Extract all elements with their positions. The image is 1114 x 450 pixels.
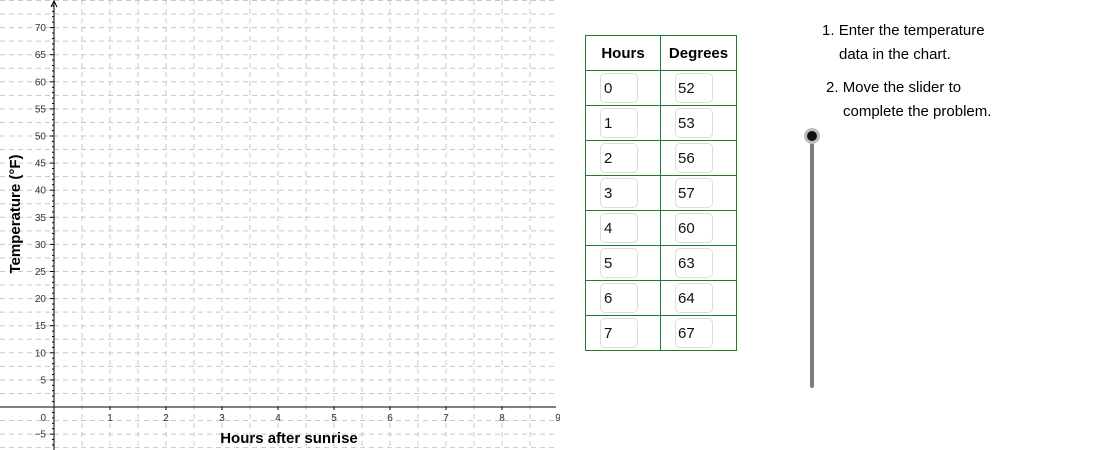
neg-y-tick-label: −5 [35, 430, 47, 441]
y-tick-label: 35 [35, 213, 47, 224]
y-tick-label: 60 [35, 77, 47, 88]
origin-label: 0 [40, 413, 46, 424]
y-tick-label: 55 [35, 104, 47, 115]
degrees-input-5[interactable] [675, 248, 713, 278]
x-tick-label: 5 [331, 413, 337, 424]
degrees-input-6[interactable] [675, 283, 713, 313]
y-tick-label: 5 [40, 375, 46, 386]
x-tick-label: 6 [387, 413, 393, 424]
degrees-input-3[interactable] [675, 178, 713, 208]
header-hours: Hours [585, 35, 661, 71]
coordinate-graph[interactable]: 1 2 3 4 5 6 7 8 97065605550454035302520151050−5 … [0, 0, 560, 450]
degrees-input-4[interactable] [675, 213, 713, 243]
y-tick-label: 10 [35, 348, 47, 359]
instruction-step-1: 1. Enter the temperature data in the cha… [822, 19, 985, 67]
degrees-input-1[interactable] [675, 108, 713, 138]
header-degrees: Degrees [660, 35, 737, 71]
degrees-input-2[interactable] [675, 143, 713, 173]
table-row [585, 105, 737, 141]
table-header-row: Hours Degrees [585, 35, 737, 71]
hours-input-5[interactable] [600, 248, 638, 278]
table-row [585, 175, 737, 211]
table-row [585, 315, 737, 351]
slider-track[interactable] [810, 136, 814, 388]
degrees-input-0[interactable] [675, 73, 713, 103]
x-tick-label: 8 [499, 413, 505, 424]
degrees-input-7[interactable] [675, 318, 713, 348]
step-1-number: 1. [822, 22, 835, 39]
hours-input-7[interactable] [600, 318, 638, 348]
step-2-line-2: complete the problem. [843, 103, 992, 120]
y-tick-label: 50 [35, 132, 47, 143]
hours-input-3[interactable] [600, 178, 638, 208]
hours-input-4[interactable] [600, 213, 638, 243]
x-tick-label: 7 [443, 413, 449, 424]
y-tick-label: 65 [35, 50, 47, 61]
y-axis-arrow-icon [50, 0, 58, 8]
vertical-slider[interactable] [804, 128, 820, 390]
step-2-line-1: Move the slider to [842, 79, 962, 96]
table-row [585, 140, 737, 176]
x-tick-label: 2 [163, 413, 169, 424]
y-tick-label: 20 [35, 294, 47, 305]
x-tick-label: 4 [275, 413, 281, 424]
instruction-step-2: 2. Move the slider to complete the probl… [826, 76, 991, 124]
slider-knob[interactable] [804, 128, 820, 144]
hours-input-2[interactable] [600, 143, 638, 173]
data-table: Hours Degrees [585, 35, 737, 351]
hours-input-0[interactable] [600, 73, 638, 103]
x-axis-title: Hours after sunrise [220, 430, 358, 447]
step-1-line-1: Enter the temperature [838, 22, 985, 39]
hours-input-6[interactable] [600, 283, 638, 313]
table-row [585, 70, 737, 106]
x-tick-label: 3 [219, 413, 225, 424]
grid-lines [0, 0, 556, 450]
step-1-line-2: data in the chart. [839, 46, 951, 63]
axes [0, 0, 556, 450]
table-row [585, 210, 737, 246]
y-tick-label: 70 [35, 23, 47, 34]
x-tick-label: 9 [555, 413, 560, 424]
table-row [585, 280, 737, 316]
y-tick-label: 15 [35, 321, 47, 332]
y-tick-label: 25 [35, 267, 47, 278]
y-tick-label: 30 [35, 240, 47, 251]
y-axis-title: Temperature (°F) [7, 154, 24, 273]
step-2-number: 2. [826, 79, 839, 96]
table-row [585, 245, 737, 281]
hours-input-1[interactable] [600, 108, 638, 138]
x-tick-label: 1 [107, 413, 113, 424]
y-tick-label: 45 [35, 159, 47, 170]
y-tick-label: 40 [35, 186, 47, 197]
